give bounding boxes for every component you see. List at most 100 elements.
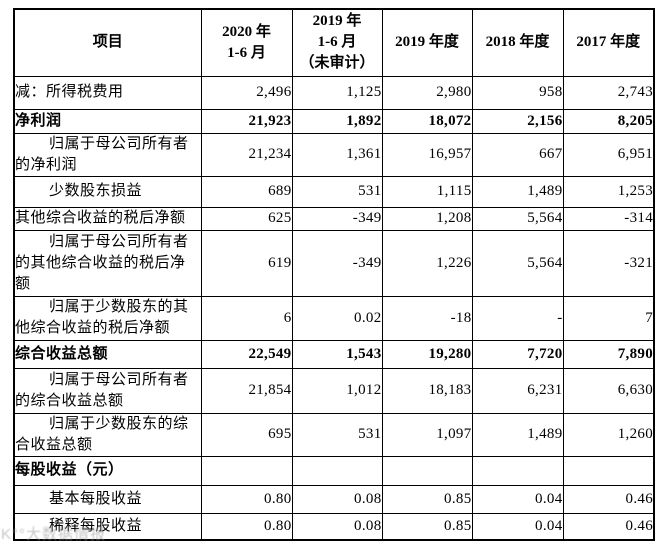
cell-value: 0.85 bbox=[381, 484, 473, 514]
column-header-item: 项目 bbox=[13, 8, 202, 77]
table-row: 稀释每股收益 0.80 0.08 0.85 0.04 0.46 bbox=[13, 512, 655, 541]
cell-value: 2,496 bbox=[200, 75, 293, 110]
cell-value: 6,231 bbox=[471, 367, 564, 414]
cell-value: 1,208 bbox=[381, 206, 473, 231]
cell-value: 6,630 bbox=[562, 367, 655, 414]
row-label: 每股收益（元） bbox=[13, 455, 202, 486]
table-row: 每股收益（元） bbox=[13, 455, 655, 486]
cell-value: 2,743 bbox=[562, 75, 655, 110]
cell-value bbox=[381, 455, 473, 486]
cell-value: 18,183 bbox=[381, 367, 473, 414]
cell-value: 2,980 bbox=[381, 75, 473, 110]
financial-statement-table: 项目 2020 年 1-6 月 2019 年 1-6 月 （未审计） 2019 … bbox=[13, 8, 655, 541]
cell-value: 0.80 bbox=[200, 484, 293, 514]
cell-value: 1,226 bbox=[381, 229, 473, 297]
column-header-2019-h1-unaudited: 2019 年 1-6 月 （未审计） bbox=[291, 8, 383, 77]
cell-value: 19,280 bbox=[381, 339, 473, 369]
cell-value: 619 bbox=[200, 229, 293, 297]
cell-value: 531 bbox=[291, 175, 383, 208]
row-label: 基本每股收益 bbox=[13, 484, 202, 514]
cell-value: 0.46 bbox=[562, 512, 655, 541]
cell-value: 18,072 bbox=[381, 108, 473, 134]
cell-value: 1,361 bbox=[291, 132, 383, 177]
cell-value: 695 bbox=[200, 412, 293, 457]
cell-value: 0.85 bbox=[381, 512, 473, 541]
column-header-2017: 2017 年度 bbox=[562, 8, 655, 77]
cell-value: 0.08 bbox=[291, 512, 383, 541]
cell-value: 0.04 bbox=[471, 512, 564, 541]
cell-value: 531 bbox=[291, 412, 383, 457]
table-row: 减：所得税费用 2,496 1,125 2,980 958 2,743 bbox=[13, 75, 655, 110]
row-label: 减：所得税费用 bbox=[13, 75, 202, 110]
table-row: 归属于母公司所有者的其他综合收益的税后净额 619 -349 1,226 5,5… bbox=[13, 229, 655, 297]
row-label: 少数股东损益 bbox=[13, 175, 202, 208]
cell-value: 6 bbox=[200, 295, 293, 341]
table-row: 归属于母公司所有者的净利润 21,234 1,361 16,957 667 6,… bbox=[13, 132, 655, 177]
row-label: 归属于母公司所有者的综合收益总额 bbox=[13, 367, 202, 414]
cell-value: -349 bbox=[291, 206, 383, 231]
cell-value: 2,156 bbox=[471, 108, 564, 134]
cell-value: 689 bbox=[200, 175, 293, 208]
column-header-2018: 2018 年度 bbox=[471, 8, 564, 77]
cell-value: 21,923 bbox=[200, 108, 293, 134]
row-label: 归属于母公司所有者的净利润 bbox=[13, 132, 202, 177]
table-header-row: 项目 2020 年 1-6 月 2019 年 1-6 月 （未审计） 2019 … bbox=[13, 8, 655, 77]
column-header-2020-h1: 2020 年 1-6 月 bbox=[200, 8, 293, 77]
cell-value: 21,854 bbox=[200, 367, 293, 414]
table-row: 净利润 21,923 1,892 18,072 2,156 8,205 bbox=[13, 108, 655, 134]
cell-value: 22,549 bbox=[200, 339, 293, 369]
cell-value: 7 bbox=[562, 295, 655, 341]
cell-value: 21,234 bbox=[200, 132, 293, 177]
cell-value: -18 bbox=[381, 295, 473, 341]
table-row: 基本每股收益 0.80 0.08 0.85 0.04 0.46 bbox=[13, 484, 655, 514]
cell-value: 667 bbox=[471, 132, 564, 177]
cell-value bbox=[291, 455, 383, 486]
cell-value bbox=[562, 455, 655, 486]
cell-value: 1,489 bbox=[471, 175, 564, 208]
cell-value: 6,951 bbox=[562, 132, 655, 177]
row-label: 归属于母公司所有者的其他综合收益的税后净额 bbox=[13, 229, 202, 297]
cell-value: 1,489 bbox=[471, 412, 564, 457]
cell-value: 1,892 bbox=[291, 108, 383, 134]
cell-value bbox=[471, 455, 564, 486]
cell-value: -314 bbox=[562, 206, 655, 231]
cell-value: 0.02 bbox=[291, 295, 383, 341]
cell-value: 625 bbox=[200, 206, 293, 231]
table-row: 少数股东损益 689 531 1,115 1,489 1,253 bbox=[13, 175, 655, 208]
column-header-2019: 2019 年度 bbox=[381, 8, 473, 77]
cell-value: -321 bbox=[562, 229, 655, 297]
row-label: 稀释每股收益 bbox=[13, 512, 202, 541]
row-label: 归属于少数股东的综合收益总额 bbox=[13, 412, 202, 457]
cell-value: 958 bbox=[471, 75, 564, 110]
table-row: 归属于母公司所有者的综合收益总额 21,854 1,012 18,183 6,2… bbox=[13, 367, 655, 414]
cell-value: 5,564 bbox=[471, 229, 564, 297]
cell-value: 8,205 bbox=[562, 108, 655, 134]
row-label: 综合收益总额 bbox=[13, 339, 202, 369]
table-row: 其他综合收益的税后净额 625 -349 1,208 5,564 -314 bbox=[13, 206, 655, 231]
table-row: 归属于少数股东的其他综合收益的税后净额 6 0.02 -18 - 7 bbox=[13, 295, 655, 341]
cell-value: 0.80 bbox=[200, 512, 293, 541]
cell-value: 7,890 bbox=[562, 339, 655, 369]
cell-value: -349 bbox=[291, 229, 383, 297]
cell-value: 1,115 bbox=[381, 175, 473, 208]
cell-value: 0.08 bbox=[291, 484, 383, 514]
cell-value: 0.46 bbox=[562, 484, 655, 514]
table-row: 归属于少数股东的综合收益总额 695 531 1,097 1,489 1,260 bbox=[13, 412, 655, 457]
table-row: 综合收益总额 22,549 1,543 19,280 7,720 7,890 bbox=[13, 339, 655, 369]
cell-value: 5,564 bbox=[471, 206, 564, 231]
cell-value: 1,260 bbox=[562, 412, 655, 457]
cell-value: 0.04 bbox=[471, 484, 564, 514]
cell-value: 7,720 bbox=[471, 339, 564, 369]
row-label: 净利润 bbox=[13, 108, 202, 134]
cell-value: - bbox=[471, 295, 564, 341]
cell-value: 1,543 bbox=[291, 339, 383, 369]
cell-value bbox=[200, 455, 293, 486]
cell-value: 16,957 bbox=[381, 132, 473, 177]
cell-value: 1,012 bbox=[291, 367, 383, 414]
cell-value: 1,125 bbox=[291, 75, 383, 110]
cell-value: 1,097 bbox=[381, 412, 473, 457]
row-label: 其他综合收益的税后净额 bbox=[13, 206, 202, 231]
cell-value: 1,253 bbox=[562, 175, 655, 208]
row-label: 归属于少数股东的其他综合收益的税后净额 bbox=[13, 295, 202, 341]
